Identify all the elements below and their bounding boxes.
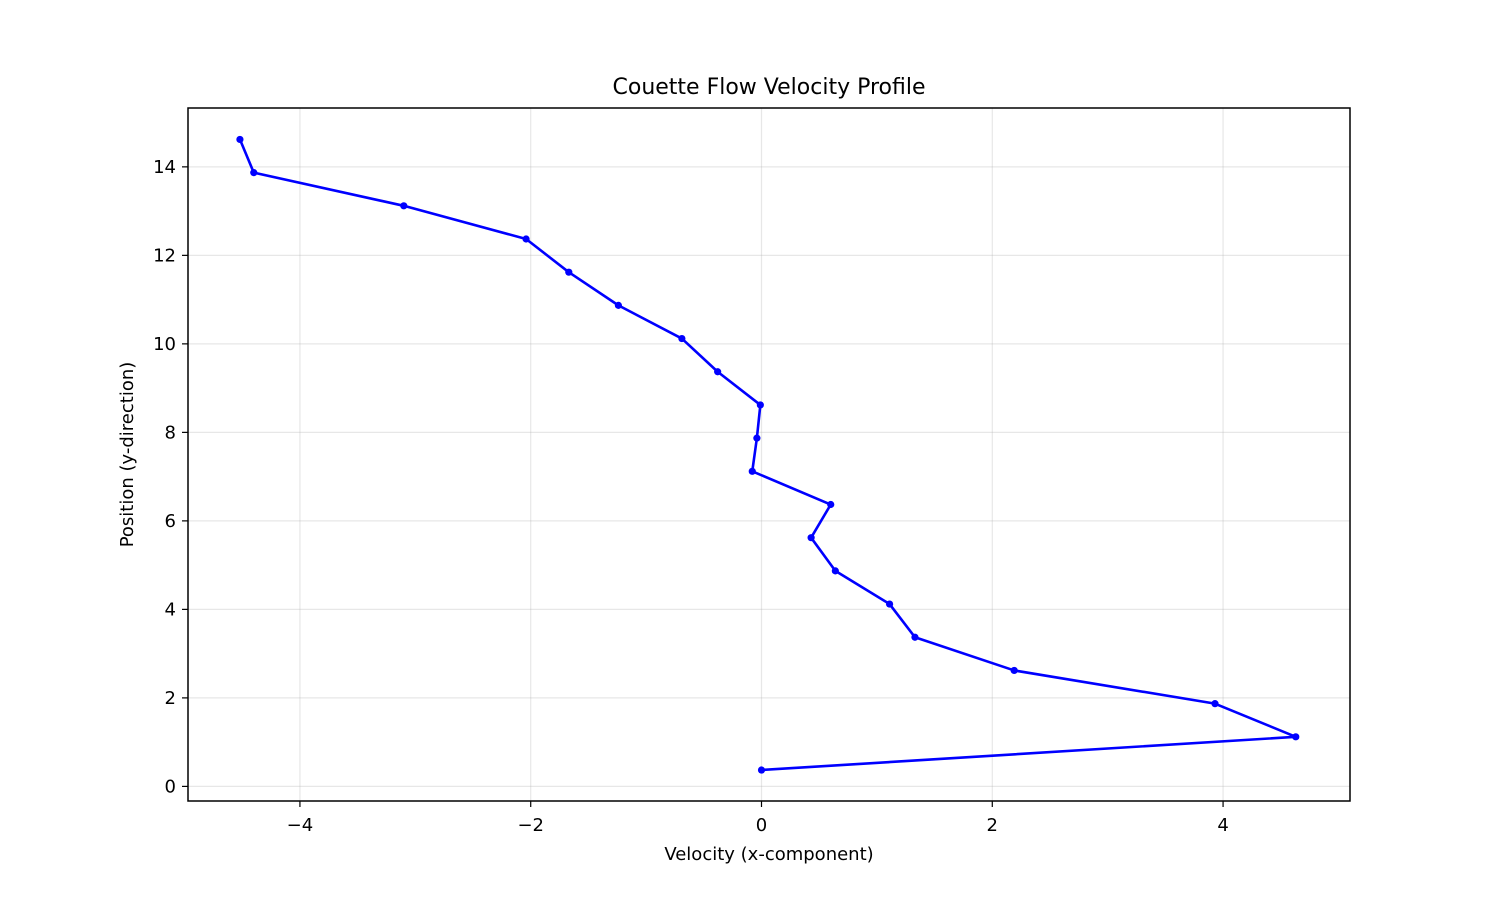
- data-point: [757, 766, 766, 774]
- x-tick-label: −2: [517, 815, 544, 836]
- x-tick-label: 0: [756, 815, 767, 836]
- data-point: [565, 268, 573, 276]
- y-tick-label: 2: [165, 688, 176, 709]
- grid: [188, 108, 1350, 801]
- data-point: [911, 633, 919, 641]
- x-tick-label: 2: [987, 815, 998, 836]
- data-point: [827, 500, 835, 509]
- data-point: [678, 334, 686, 343]
- x-axis: −4 −2 0 2 4: [287, 801, 1229, 836]
- data-point: [236, 135, 244, 144]
- series-velocity-profile: [236, 135, 1300, 774]
- x-tick-label: 4: [1217, 815, 1228, 836]
- data-point: [400, 202, 408, 210]
- data-point: [522, 235, 530, 243]
- y-tick-label: 14: [153, 157, 176, 178]
- data-point: [714, 368, 722, 376]
- plot-frame: [187, 107, 1351, 802]
- data-point: [1292, 733, 1300, 741]
- data-point: [250, 169, 258, 177]
- y-tick-label: 4: [165, 599, 176, 620]
- data-point: [753, 434, 761, 442]
- data-point: [831, 567, 839, 575]
- data-point: [748, 467, 756, 475]
- data-point: [807, 534, 815, 542]
- data-point: [614, 301, 623, 309]
- y-tick-label: 10: [153, 334, 176, 355]
- data-point: [885, 600, 894, 608]
- y-tick-label: 12: [153, 245, 176, 266]
- x-axis-title: Velocity (x-component): [664, 844, 873, 865]
- data-point: [1211, 700, 1219, 708]
- data-point: [756, 401, 764, 409]
- y-axis: 0 2 4 6 8 10 12 14: [153, 157, 188, 797]
- series-line: [238, 138, 1298, 772]
- data-point: [1010, 666, 1018, 675]
- x-tick-label: −4: [287, 815, 314, 836]
- y-tick-label: 6: [165, 511, 176, 532]
- y-tick-label: 0: [165, 776, 176, 797]
- y-axis-title: Position (y-direction): [117, 362, 138, 548]
- chart-title: Couette Flow Velocity Profile: [613, 75, 926, 100]
- y-tick-label: 8: [165, 422, 176, 443]
